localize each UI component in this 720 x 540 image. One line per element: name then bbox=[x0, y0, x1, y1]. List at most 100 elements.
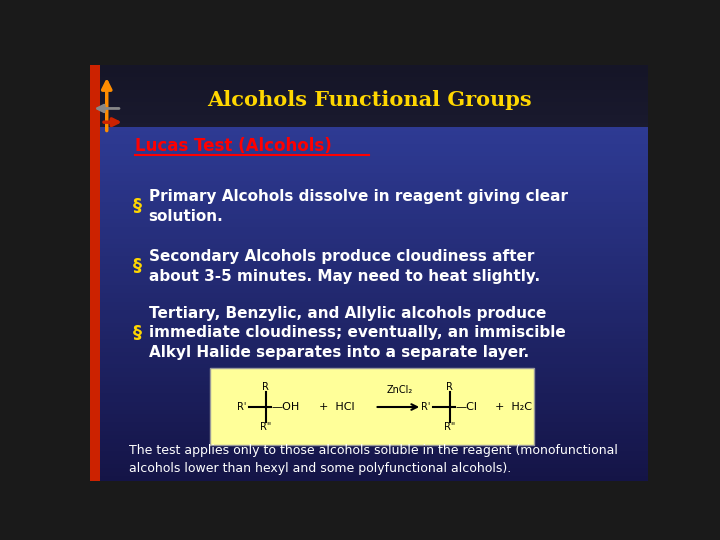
Bar bbox=[90, 106, 648, 111]
Bar bbox=[90, 393, 648, 397]
Bar bbox=[90, 339, 648, 343]
Bar bbox=[90, 294, 648, 298]
Bar bbox=[90, 373, 648, 377]
Bar bbox=[90, 98, 648, 102]
Bar bbox=[90, 468, 648, 472]
Bar bbox=[90, 202, 648, 206]
Bar bbox=[90, 239, 648, 244]
Bar bbox=[90, 223, 648, 227]
Bar bbox=[90, 77, 648, 82]
Bar bbox=[90, 406, 648, 410]
Bar bbox=[90, 206, 648, 210]
Bar bbox=[90, 102, 648, 106]
Bar bbox=[90, 252, 648, 256]
Bar bbox=[90, 306, 648, 310]
Bar bbox=[90, 114, 648, 119]
Bar bbox=[90, 431, 648, 435]
Bar bbox=[90, 322, 648, 327]
Bar bbox=[90, 402, 648, 406]
Text: R: R bbox=[262, 382, 269, 392]
Text: Alcohols Functional Groups: Alcohols Functional Groups bbox=[207, 90, 531, 110]
Bar bbox=[90, 422, 648, 427]
Bar bbox=[90, 472, 648, 476]
Bar bbox=[90, 152, 648, 156]
Text: —OH: —OH bbox=[271, 402, 300, 412]
Bar bbox=[90, 181, 648, 185]
Text: §: § bbox=[133, 258, 142, 275]
Bar bbox=[90, 168, 648, 173]
Bar bbox=[90, 127, 648, 131]
Bar bbox=[90, 281, 648, 285]
Text: Primary Alcohols dissolve in reagent giving clear
solution.: Primary Alcohols dissolve in reagent giv… bbox=[148, 189, 567, 224]
Bar bbox=[90, 244, 648, 248]
Bar bbox=[90, 435, 648, 439]
Bar bbox=[90, 69, 648, 73]
Text: The test applies only to those alcohols soluble in the reagent (monofunctional
a: The test applies only to those alcohols … bbox=[129, 444, 618, 475]
Bar bbox=[90, 119, 648, 123]
Bar bbox=[90, 268, 648, 273]
Bar bbox=[90, 248, 648, 252]
Bar bbox=[90, 194, 648, 198]
Text: R': R' bbox=[421, 402, 431, 412]
Bar bbox=[90, 65, 648, 69]
Bar bbox=[90, 348, 648, 352]
Text: Lucas Test (Alcohols): Lucas Test (Alcohols) bbox=[135, 137, 337, 155]
Bar bbox=[90, 260, 648, 265]
Bar bbox=[90, 327, 648, 331]
Text: ZnCl₂: ZnCl₂ bbox=[387, 386, 413, 395]
Bar bbox=[90, 314, 648, 319]
Bar bbox=[90, 198, 648, 202]
Bar bbox=[90, 214, 648, 219]
Bar bbox=[90, 90, 648, 94]
Bar bbox=[90, 447, 648, 451]
Bar bbox=[90, 177, 648, 181]
Bar bbox=[90, 144, 648, 148]
Bar bbox=[90, 185, 648, 190]
Bar bbox=[90, 414, 648, 418]
Bar bbox=[90, 231, 648, 235]
Bar bbox=[90, 427, 648, 431]
Bar bbox=[90, 335, 648, 339]
Bar bbox=[90, 310, 648, 314]
Bar bbox=[90, 165, 648, 168]
Bar bbox=[90, 160, 648, 165]
Text: Tertiary, Benzylic, and Allylic alcohols produce
immediate cloudiness; eventuall: Tertiary, Benzylic, and Allylic alcohols… bbox=[148, 306, 565, 360]
Bar bbox=[90, 285, 648, 289]
Bar bbox=[90, 256, 648, 260]
Bar bbox=[90, 265, 648, 268]
Bar bbox=[90, 227, 648, 231]
Bar bbox=[90, 460, 648, 464]
Bar bbox=[90, 352, 648, 356]
Bar bbox=[90, 148, 648, 152]
Bar bbox=[90, 389, 648, 393]
Text: Secondary Alcohols produce cloudiness after
about 3-5 minutes. May need to heat : Secondary Alcohols produce cloudiness af… bbox=[148, 249, 540, 284]
Bar bbox=[90, 464, 648, 468]
Bar bbox=[90, 456, 648, 460]
Bar bbox=[90, 418, 648, 422]
Bar bbox=[90, 173, 648, 177]
Text: §: § bbox=[133, 197, 142, 215]
Bar bbox=[90, 443, 648, 447]
Bar bbox=[90, 410, 648, 414]
Bar bbox=[90, 156, 648, 160]
FancyBboxPatch shape bbox=[210, 368, 534, 446]
Text: —Cl: —Cl bbox=[456, 402, 477, 412]
Text: R: R bbox=[446, 382, 454, 392]
Bar bbox=[90, 273, 648, 277]
Bar bbox=[90, 319, 648, 322]
Text: +  HCl: + HCl bbox=[319, 402, 354, 412]
Bar bbox=[90, 364, 648, 368]
Bar bbox=[90, 298, 648, 302]
Bar bbox=[90, 65, 100, 481]
Text: R': R' bbox=[237, 402, 246, 412]
Bar bbox=[90, 343, 648, 348]
Bar bbox=[90, 368, 648, 373]
Bar bbox=[90, 190, 648, 194]
Bar bbox=[90, 377, 648, 381]
Bar bbox=[90, 385, 648, 389]
Bar bbox=[90, 476, 648, 481]
Text: R": R" bbox=[444, 422, 456, 432]
Bar bbox=[90, 235, 648, 239]
Bar bbox=[90, 219, 648, 223]
Bar bbox=[90, 356, 648, 360]
